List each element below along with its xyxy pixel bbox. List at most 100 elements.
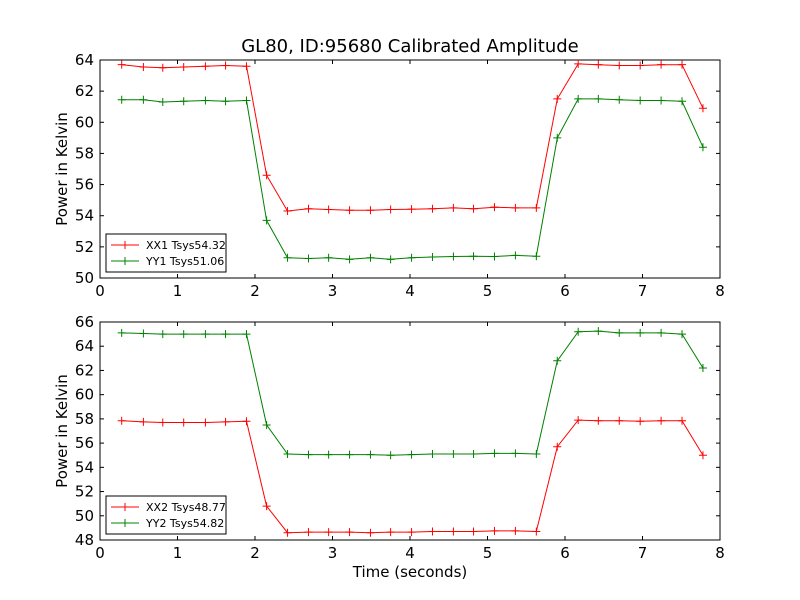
y-tick-label: 56: [75, 176, 94, 194]
data-point: [386, 451, 395, 460]
data-point: [615, 95, 624, 104]
data-point: [179, 418, 188, 427]
data-point: [636, 61, 645, 70]
legend-label: YY2 Tsys54.82: [145, 517, 224, 530]
x-tick-label: 0: [95, 544, 105, 562]
data-point: [574, 94, 583, 103]
data-point: [698, 104, 707, 113]
y-tick-label: 62: [75, 361, 94, 379]
y-tick-label: 64: [75, 51, 94, 69]
data-point: [221, 330, 230, 339]
data-point: [139, 417, 148, 426]
data-point: [511, 203, 520, 212]
data-point: [407, 528, 416, 537]
data-point: [490, 203, 499, 212]
data-point: [201, 330, 210, 339]
data-point: [678, 60, 687, 69]
data-point: [242, 62, 251, 71]
data-point: [574, 59, 583, 68]
data-point: [532, 203, 541, 212]
data-point: [179, 63, 188, 72]
legend-label: XX2 Tsys48.77: [146, 501, 226, 514]
data-point: [366, 528, 375, 537]
data-point: [386, 205, 395, 214]
data-point: [407, 205, 416, 214]
data-point: [615, 328, 624, 337]
data-point: [139, 329, 148, 338]
y-tick-label: 48: [75, 531, 94, 549]
data-point: [283, 450, 292, 459]
data-point: [428, 204, 437, 213]
legend: [105, 495, 227, 535]
data-point: [698, 364, 707, 373]
x-tick-label: 8: [715, 282, 725, 300]
data-point: [304, 254, 313, 263]
data-point: [283, 253, 292, 262]
data-point: [386, 255, 395, 264]
x-tick-label: 3: [328, 544, 338, 562]
data-point: [304, 528, 313, 537]
y-tick-label: 60: [75, 113, 94, 131]
data-point: [221, 61, 230, 70]
data-point: [139, 95, 148, 104]
y-tick-label: 60: [75, 386, 94, 404]
data-point: [678, 416, 687, 425]
data-point: [283, 207, 292, 216]
data-point: [201, 62, 210, 71]
data-point: [490, 252, 499, 261]
x-tick-label: 3: [328, 282, 338, 300]
data-point: [407, 253, 416, 262]
data-point: [345, 206, 354, 215]
data-point: [532, 450, 541, 459]
data-point: [553, 356, 562, 365]
y-tick-label: 50: [75, 507, 94, 525]
data-point: [449, 450, 458, 459]
data-point: [158, 418, 167, 427]
x-tick-label: 7: [638, 282, 648, 300]
y-axis-label: Power in Kelvin: [53, 112, 71, 226]
y-tick-label: 58: [75, 410, 94, 428]
data-point: [698, 143, 707, 152]
x-tick-label: 5: [483, 544, 493, 562]
data-point: [678, 330, 687, 339]
data-point: [304, 450, 313, 459]
legend-label: XX1 Tsys54.32: [146, 239, 226, 252]
data-point: [428, 252, 437, 261]
data-point: [242, 417, 251, 426]
data-point: [657, 96, 666, 105]
data-point: [201, 418, 210, 427]
x-tick-label: 1: [173, 282, 183, 300]
data-point: [139, 63, 148, 72]
y-axis-label: Power in Kelvin: [53, 374, 71, 488]
data-point: [324, 450, 333, 459]
data-point: [386, 528, 395, 537]
data-point: [511, 526, 520, 535]
data-point: [553, 442, 562, 451]
data-point: [698, 451, 707, 460]
data-point: [511, 449, 520, 458]
chart-title: GL80, ID:95680 Calibrated Amplitude: [241, 36, 579, 57]
y-tick-label: 52: [75, 483, 94, 501]
x-tick-label: 2: [250, 544, 260, 562]
x-tick-label: 8: [715, 544, 725, 562]
data-point: [117, 60, 126, 69]
x-tick-label: 4: [405, 544, 415, 562]
data-point: [657, 416, 666, 425]
x-axis-label: Time (seconds): [352, 563, 468, 581]
data-point: [594, 327, 603, 336]
data-point: [490, 449, 499, 458]
data-point: [636, 96, 645, 105]
data-point: [428, 450, 437, 459]
x-tick-label: 5: [483, 282, 493, 300]
data-point: [469, 204, 478, 213]
data-point: [242, 330, 251, 339]
data-point: [262, 420, 271, 429]
data-point: [636, 328, 645, 337]
data-point: [324, 528, 333, 537]
data-point: [242, 96, 251, 105]
data-point: [511, 251, 520, 260]
data-point: [449, 252, 458, 261]
y-tick-label: 50: [75, 269, 94, 287]
